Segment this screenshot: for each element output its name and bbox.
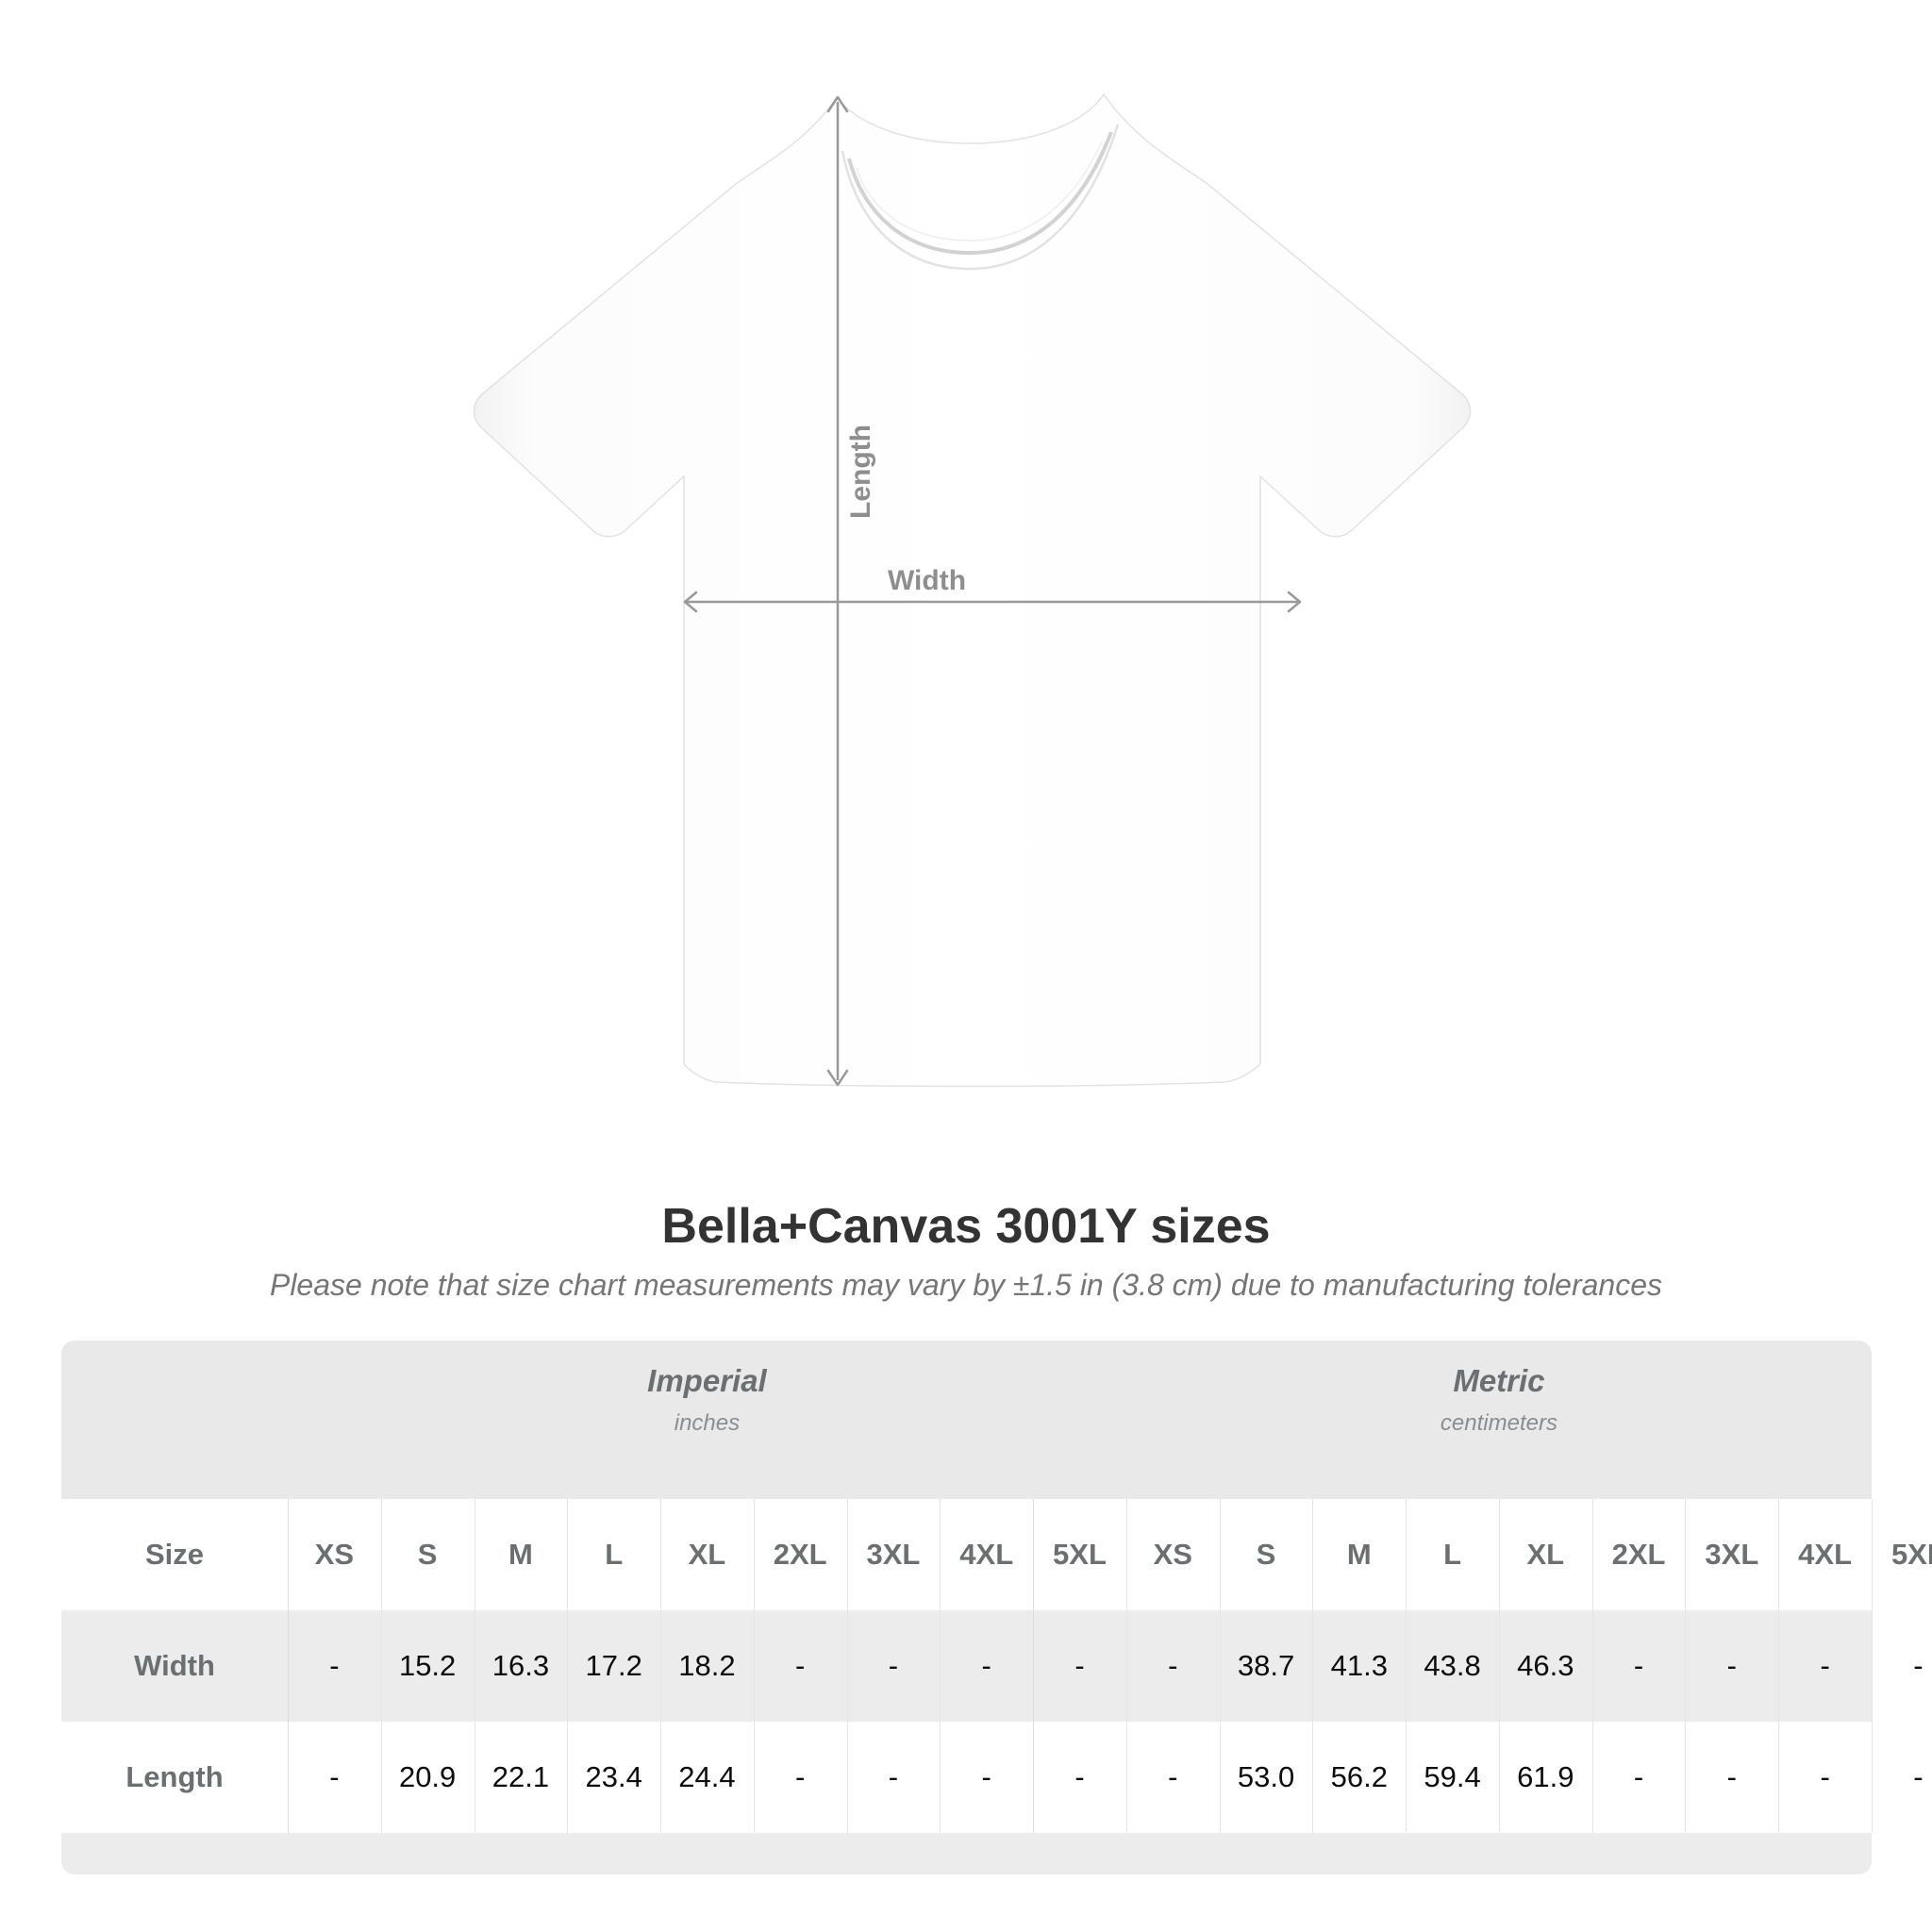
svg-text:Length: Length [845,425,876,519]
svg-text:Width: Width [888,565,966,596]
